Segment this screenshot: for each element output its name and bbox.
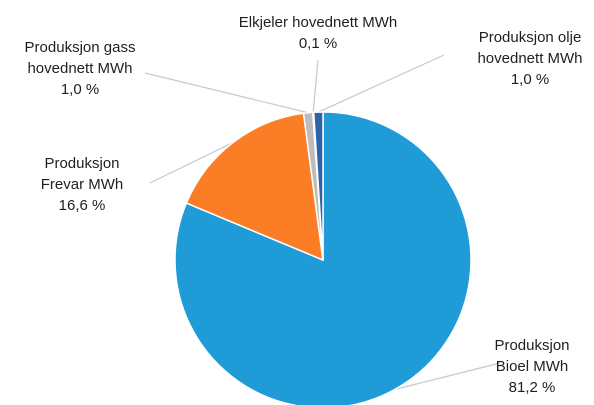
slice-name-label: Frevar MWh	[41, 176, 124, 193]
slice-value-label: 1,0 %	[511, 71, 549, 88]
leader-lines	[144, 54, 501, 397]
slice-label: Elkjeler hovednett MWh 0,1 %	[239, 14, 397, 52]
slice-value-label: 1,0 %	[61, 81, 99, 98]
slice-name-label: Produksjon gass	[25, 39, 136, 56]
slice-name-label: Produksjon	[44, 155, 119, 172]
leader-line	[149, 142, 234, 184]
slice-name-label: Elkjeler hovednett MWh	[239, 14, 397, 31]
slice-name-label: Produksjon olje	[479, 29, 582, 46]
slice-label: Produksjon gass hovednett MWh 1,0 %	[25, 39, 136, 98]
pie-slices	[174, 111, 472, 405]
pie-slice	[185, 112, 324, 261]
slice-labels: Produksjon Bioel MWh 81,2 % Produksjon Freva…	[25, 14, 583, 396]
leader-line	[318, 54, 445, 113]
slice-label: Produksjon Bioel MWh 81,2 %	[494, 337, 569, 396]
slice-name-label: hovednett MWh	[477, 50, 582, 67]
slice-label: Produksjon olje hovednett MWh 1,0 %	[477, 29, 582, 88]
leader-line	[312, 59, 319, 113]
slice-value-label: 0,1 %	[299, 35, 337, 52]
slice-name-label: Bioel MWh	[496, 358, 569, 375]
slice-name-label: Produksjon	[494, 337, 569, 354]
slice-name-label: hovednett MWh	[27, 60, 132, 77]
slice-value-label: 81,2 %	[509, 379, 556, 396]
slice-label: Produksjon Frevar MWh 16,6 %	[41, 155, 124, 214]
leader-line	[144, 72, 309, 114]
pie-slice	[312, 111, 324, 261]
slice-value-label: 16,6 %	[59, 197, 106, 214]
